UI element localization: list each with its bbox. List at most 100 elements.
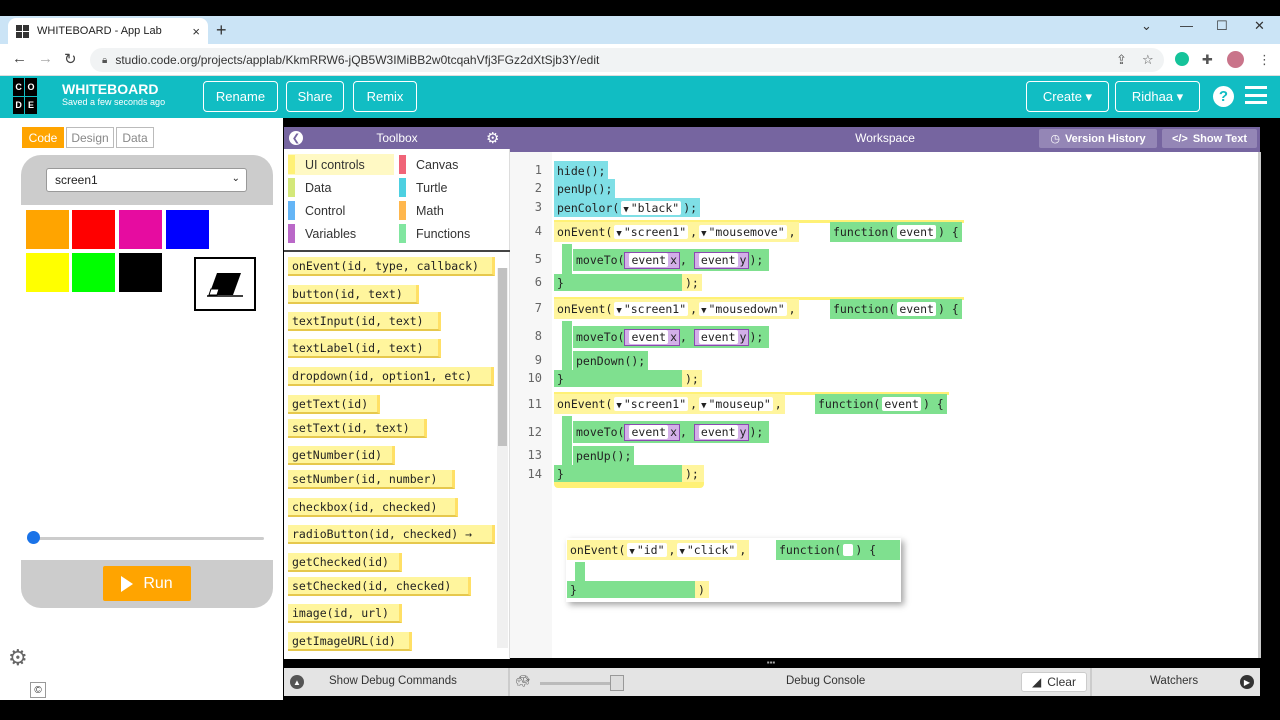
collapse-toolbox-icon[interactable]: ❮ [289,131,303,145]
function-block[interactable]: function() { [776,540,900,560]
event-type-arg[interactable]: ▼ "click" [677,543,738,557]
mode-tab-code[interactable]: Code [22,127,64,148]
toolbox-block[interactable]: getNumber(id) [288,446,395,465]
extensions-icon[interactable]: ✚ [1202,52,1213,67]
moveto-block[interactable]: moveTo( event x , event y ); [573,326,770,348]
toolbox-scrollbar[interactable] [497,268,508,648]
browser-menu-icon[interactable]: ⋮ [1258,52,1271,67]
size-slider-track[interactable] [27,537,264,540]
event-id-arg[interactable]: ▼ "screen1" [614,302,689,316]
function-block[interactable]: function(event) { [830,299,962,319]
toolbox-block[interactable]: textLabel(id, text) [288,339,441,358]
workspace-scrollbar[interactable] [1258,152,1261,658]
window-close-icon[interactable]: ✕ [1254,18,1265,33]
onevent-mousedown-block[interactable]: onEvent( ▼ "screen1" , ▼ "mousedown" , [554,299,799,319]
eraser-button[interactable] [194,257,256,311]
param-event[interactable]: event [897,225,936,239]
forward-icon[interactable]: → [38,50,53,67]
pendown-block[interactable]: penDown(); [573,351,649,370]
toolbox-block[interactable]: dropdown(id, option1, etc) [288,367,494,386]
category-ui-controls[interactable]: UI controls [288,154,394,175]
param-event[interactable]: event [897,302,936,316]
copyright-icon[interactable]: © [30,682,46,698]
event-y-arg[interactable]: event y [693,328,750,346]
event-x-arg[interactable]: event x [624,328,681,346]
help-icon[interactable]: ? [1213,86,1234,107]
swatch-red[interactable] [72,210,115,249]
rename-button[interactable]: Rename [203,81,278,112]
bookmark-star-icon[interactable]: ☆ [1142,52,1154,67]
event-y-arg[interactable]: event y [693,251,750,269]
code-block-pencolor[interactable]: penColor( ▼ "black" ); [554,198,701,217]
swatch-black[interactable] [119,253,162,292]
param-empty[interactable] [843,544,854,556]
browser-tab[interactable]: WHITEBOARD - App Lab × [8,18,208,44]
event-type-arg[interactable]: ▼ "mousedown" [699,302,787,316]
pencolor-arg[interactable]: ▼ "black" [621,200,682,215]
event-id-arg[interactable]: ▼ "screen1" [614,397,689,411]
toolbox-block[interactable]: getImageURL(id) [288,632,412,651]
event-x-arg[interactable]: event x [624,251,681,269]
moveto-block[interactable]: moveTo( event x , event y ); [573,249,770,271]
minimize-icon[interactable]: — [1180,18,1193,33]
category-canvas[interactable]: Canvas [399,154,505,175]
category-turtle[interactable]: Turtle [399,177,505,198]
dragged-onevent-block[interactable]: onEvent( ▼ "id" , ▼ "click" , [567,540,750,560]
hamburger-menu-icon[interactable] [1245,86,1267,104]
mode-tab-design[interactable]: Design [66,127,114,148]
settings-gear-icon[interactable]: ⚙ [8,645,28,670]
toolbox-block[interactable]: checkbox(id, checked) [288,498,458,517]
category-control[interactable]: Control [288,200,394,221]
screen-select[interactable]: screen1 ⌄ [46,168,247,192]
grammarly-icon[interactable] [1175,52,1189,66]
code-org-logo[interactable]: C O D E [13,78,49,114]
toolbox-block[interactable]: radioButton(id, checked) → [288,525,495,544]
event-id-arg[interactable]: ▼ "id" [627,543,667,557]
event-x-arg[interactable]: event x [624,423,681,441]
show-debug-commands[interactable]: Show Debug Commands [329,675,457,687]
new-tab-button[interactable]: + [216,20,227,40]
run-button[interactable]: Run [103,566,191,601]
url-field[interactable]: 🔒︎ studio.code.org/projects/applab/KkmRR… [90,48,1164,72]
back-icon[interactable]: ← [12,50,27,67]
reload-icon[interactable]: ↻ [64,51,77,68]
mode-tab-data[interactable]: Data [116,127,154,148]
chevron-up-icon[interactable]: ▲ [290,675,304,689]
version-history-button[interactable]: ◷ Version History [1039,129,1157,148]
param-event[interactable]: event [882,397,921,411]
toolbox-block[interactable]: setChecked(id, checked) [288,577,471,596]
toolbox-block[interactable]: setNumber(id, number) [288,470,455,489]
event-type-arg[interactable]: ▼ "mouseup" [699,397,773,411]
maximize-icon[interactable]: ☐ [1216,18,1228,33]
tab-close-icon[interactable]: × [192,23,200,39]
toolbox-block[interactable]: image(id, url) [288,604,402,623]
category-data[interactable]: Data [288,177,394,198]
code-block-hide[interactable]: hide(); [554,161,609,180]
toolbox-block[interactable]: getChecked(id) [288,553,402,572]
function-block[interactable]: function(event) { [815,394,947,414]
tab-search-icon[interactable]: ⌄ [1141,18,1152,33]
event-y-arg[interactable]: event y [693,423,750,441]
swatch-magenta[interactable] [119,210,162,249]
penup-block[interactable]: penUp(); [573,446,635,465]
toolbox-block[interactable]: getText(id) [288,395,380,414]
swatch-yellow[interactable] [26,253,69,292]
show-text-button[interactable]: </> Show Text [1162,129,1257,148]
category-functions[interactable]: Functions [399,223,505,244]
toolbox-block[interactable]: onEvent(id, type, callback) [288,257,495,276]
size-slider-knob[interactable] [27,531,40,544]
onevent-mousemove-block[interactable]: onEvent( ▼ "screen1" , ▼ "mousemove" , [554,222,799,242]
onevent-mouseup-block[interactable]: onEvent( ▼ "screen1" , ▼ "mouseup" , [554,394,785,414]
profile-avatar[interactable] [1227,51,1244,68]
toolbox-block[interactable]: setText(id, text) [288,419,427,438]
category-math[interactable]: Math [399,200,505,221]
toolbox-block[interactable]: button(id, text) [288,285,419,304]
swatch-orange[interactable] [26,210,69,249]
category-variables[interactable]: Variables [288,223,394,244]
chevron-right-icon[interactable]: ▶ [1240,675,1254,689]
code-block-penup[interactable]: penUp(); [554,179,616,198]
share-button[interactable]: Share [286,81,344,112]
event-type-arg[interactable]: ▼ "mousemove" [699,225,787,239]
swatch-blue[interactable] [166,210,209,249]
speed-slider-track[interactable] [540,682,620,685]
